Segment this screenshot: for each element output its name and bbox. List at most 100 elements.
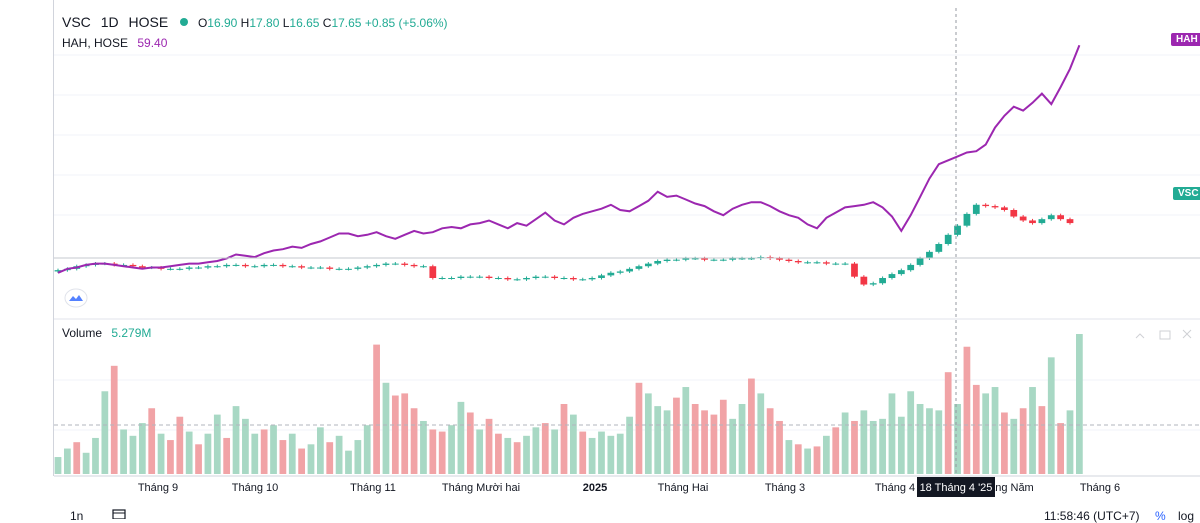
candle-body [513, 279, 521, 281]
candle-body [410, 264, 418, 267]
tradingview-logo-icon[interactable] [64, 288, 88, 308]
candle-body [541, 276, 549, 278]
volume-bar [963, 346, 971, 474]
candle-body [438, 278, 446, 279]
candle-body [204, 266, 212, 268]
volume-bar [101, 391, 109, 474]
volume-bar [982, 393, 990, 474]
candle-body [579, 279, 587, 281]
volume-bar [429, 429, 437, 474]
candle-body [963, 213, 971, 226]
clock-label[interactable]: 11:58:46 (UTC+7) [1044, 509, 1140, 523]
volume-bar [813, 446, 821, 474]
volume-bar [860, 410, 868, 474]
candle-body [1066, 219, 1074, 224]
candle-body [213, 266, 221, 268]
candle-body [813, 262, 821, 264]
volume-bar [92, 437, 99, 474]
volume-bar [926, 408, 933, 474]
calendar-icon[interactable] [112, 508, 126, 519]
volume-bar [242, 418, 249, 474]
candle-body [270, 264, 277, 266]
candle-body [316, 267, 324, 269]
candle-body [54, 270, 62, 272]
volume-bar [73, 442, 81, 474]
candle-body [1001, 207, 1008, 210]
main-legend[interactable]: VSC 1D HOSE O16.90 H17.80 L16.65 C17.65 … [62, 14, 448, 30]
candle-body [167, 268, 174, 270]
volume-bar [438, 431, 446, 474]
candle-body [616, 271, 624, 273]
candle-body [176, 268, 184, 270]
candle-body [907, 264, 915, 271]
volume-bar [701, 410, 708, 474]
volume-bar [916, 404, 924, 474]
volume-bar [476, 429, 484, 474]
volume-bar [560, 404, 568, 474]
maximize-pane-icon[interactable] [1159, 330, 1171, 340]
volume-bar [1075, 334, 1083, 474]
volume-bar [373, 344, 380, 474]
volume-bar [288, 433, 296, 474]
volume-bar [148, 408, 156, 474]
volume-bar [1057, 423, 1065, 474]
candle-body [185, 267, 193, 269]
pane-controls[interactable] [1135, 329, 1192, 340]
volume-bar [167, 440, 174, 474]
volume-bar [691, 404, 699, 474]
candle-body [476, 276, 484, 278]
percent-toggle[interactable]: % [1155, 509, 1166, 523]
candle-body [129, 264, 137, 267]
candle-body [420, 266, 427, 268]
candle-body [673, 259, 680, 261]
volume-bar [195, 444, 202, 474]
candle-body [138, 266, 146, 268]
volume-bar [944, 372, 952, 474]
candle-body [644, 263, 652, 267]
candle-body [298, 266, 306, 268]
candle-body [888, 274, 896, 278]
log-toggle[interactable]: log [1178, 509, 1195, 523]
volume-bar [569, 414, 577, 474]
volume-bar [82, 452, 90, 474]
move-pane-up-icon[interactable] [1135, 333, 1145, 339]
volume-bar [757, 393, 765, 474]
volume-bar [270, 425, 277, 474]
volume-bar [326, 442, 334, 474]
compare-legend[interactable]: HAH, HOSE 59.40 [62, 36, 167, 50]
volume-bar [504, 437, 512, 474]
candle-body [691, 258, 699, 260]
ohlc-values: O16.90 H17.80 L16.65 C17.65 +0.85 (+5.06… [197, 16, 448, 30]
time-axis-label: Tháng 6 [1080, 482, 1120, 494]
candle-body [260, 264, 268, 267]
volume-bar [335, 435, 343, 474]
volume-bar [110, 365, 118, 474]
time-axis-label: 2025 [583, 482, 607, 494]
volume-bar [888, 393, 896, 474]
candle-body [935, 244, 943, 252]
volume-bar [682, 387, 690, 474]
candle-body [560, 278, 568, 279]
volume-bar [1019, 408, 1027, 474]
exchange: HOSE [128, 14, 169, 30]
symbol-name[interactable]: VSC [62, 14, 91, 30]
candle-body [701, 258, 708, 260]
volume-bar [251, 433, 259, 474]
candle-body [1047, 215, 1055, 220]
candle-body [391, 263, 399, 265]
candle-body [654, 261, 662, 264]
candle-body [794, 261, 802, 263]
candle-body [448, 278, 455, 279]
candle-body [504, 278, 512, 280]
range-1n-button[interactable]: 1n [70, 509, 84, 523]
volume-bar [766, 408, 774, 474]
volume-bar [626, 416, 633, 474]
close-pane-icon[interactable] [1182, 329, 1192, 339]
volume-legend[interactable]: Volume 5.279M [62, 326, 151, 340]
interval[interactable]: 1D [100, 14, 119, 30]
candle-body [944, 234, 952, 244]
volume-bar [1001, 412, 1008, 474]
candle-body [354, 267, 362, 269]
volume-bar [879, 418, 886, 474]
